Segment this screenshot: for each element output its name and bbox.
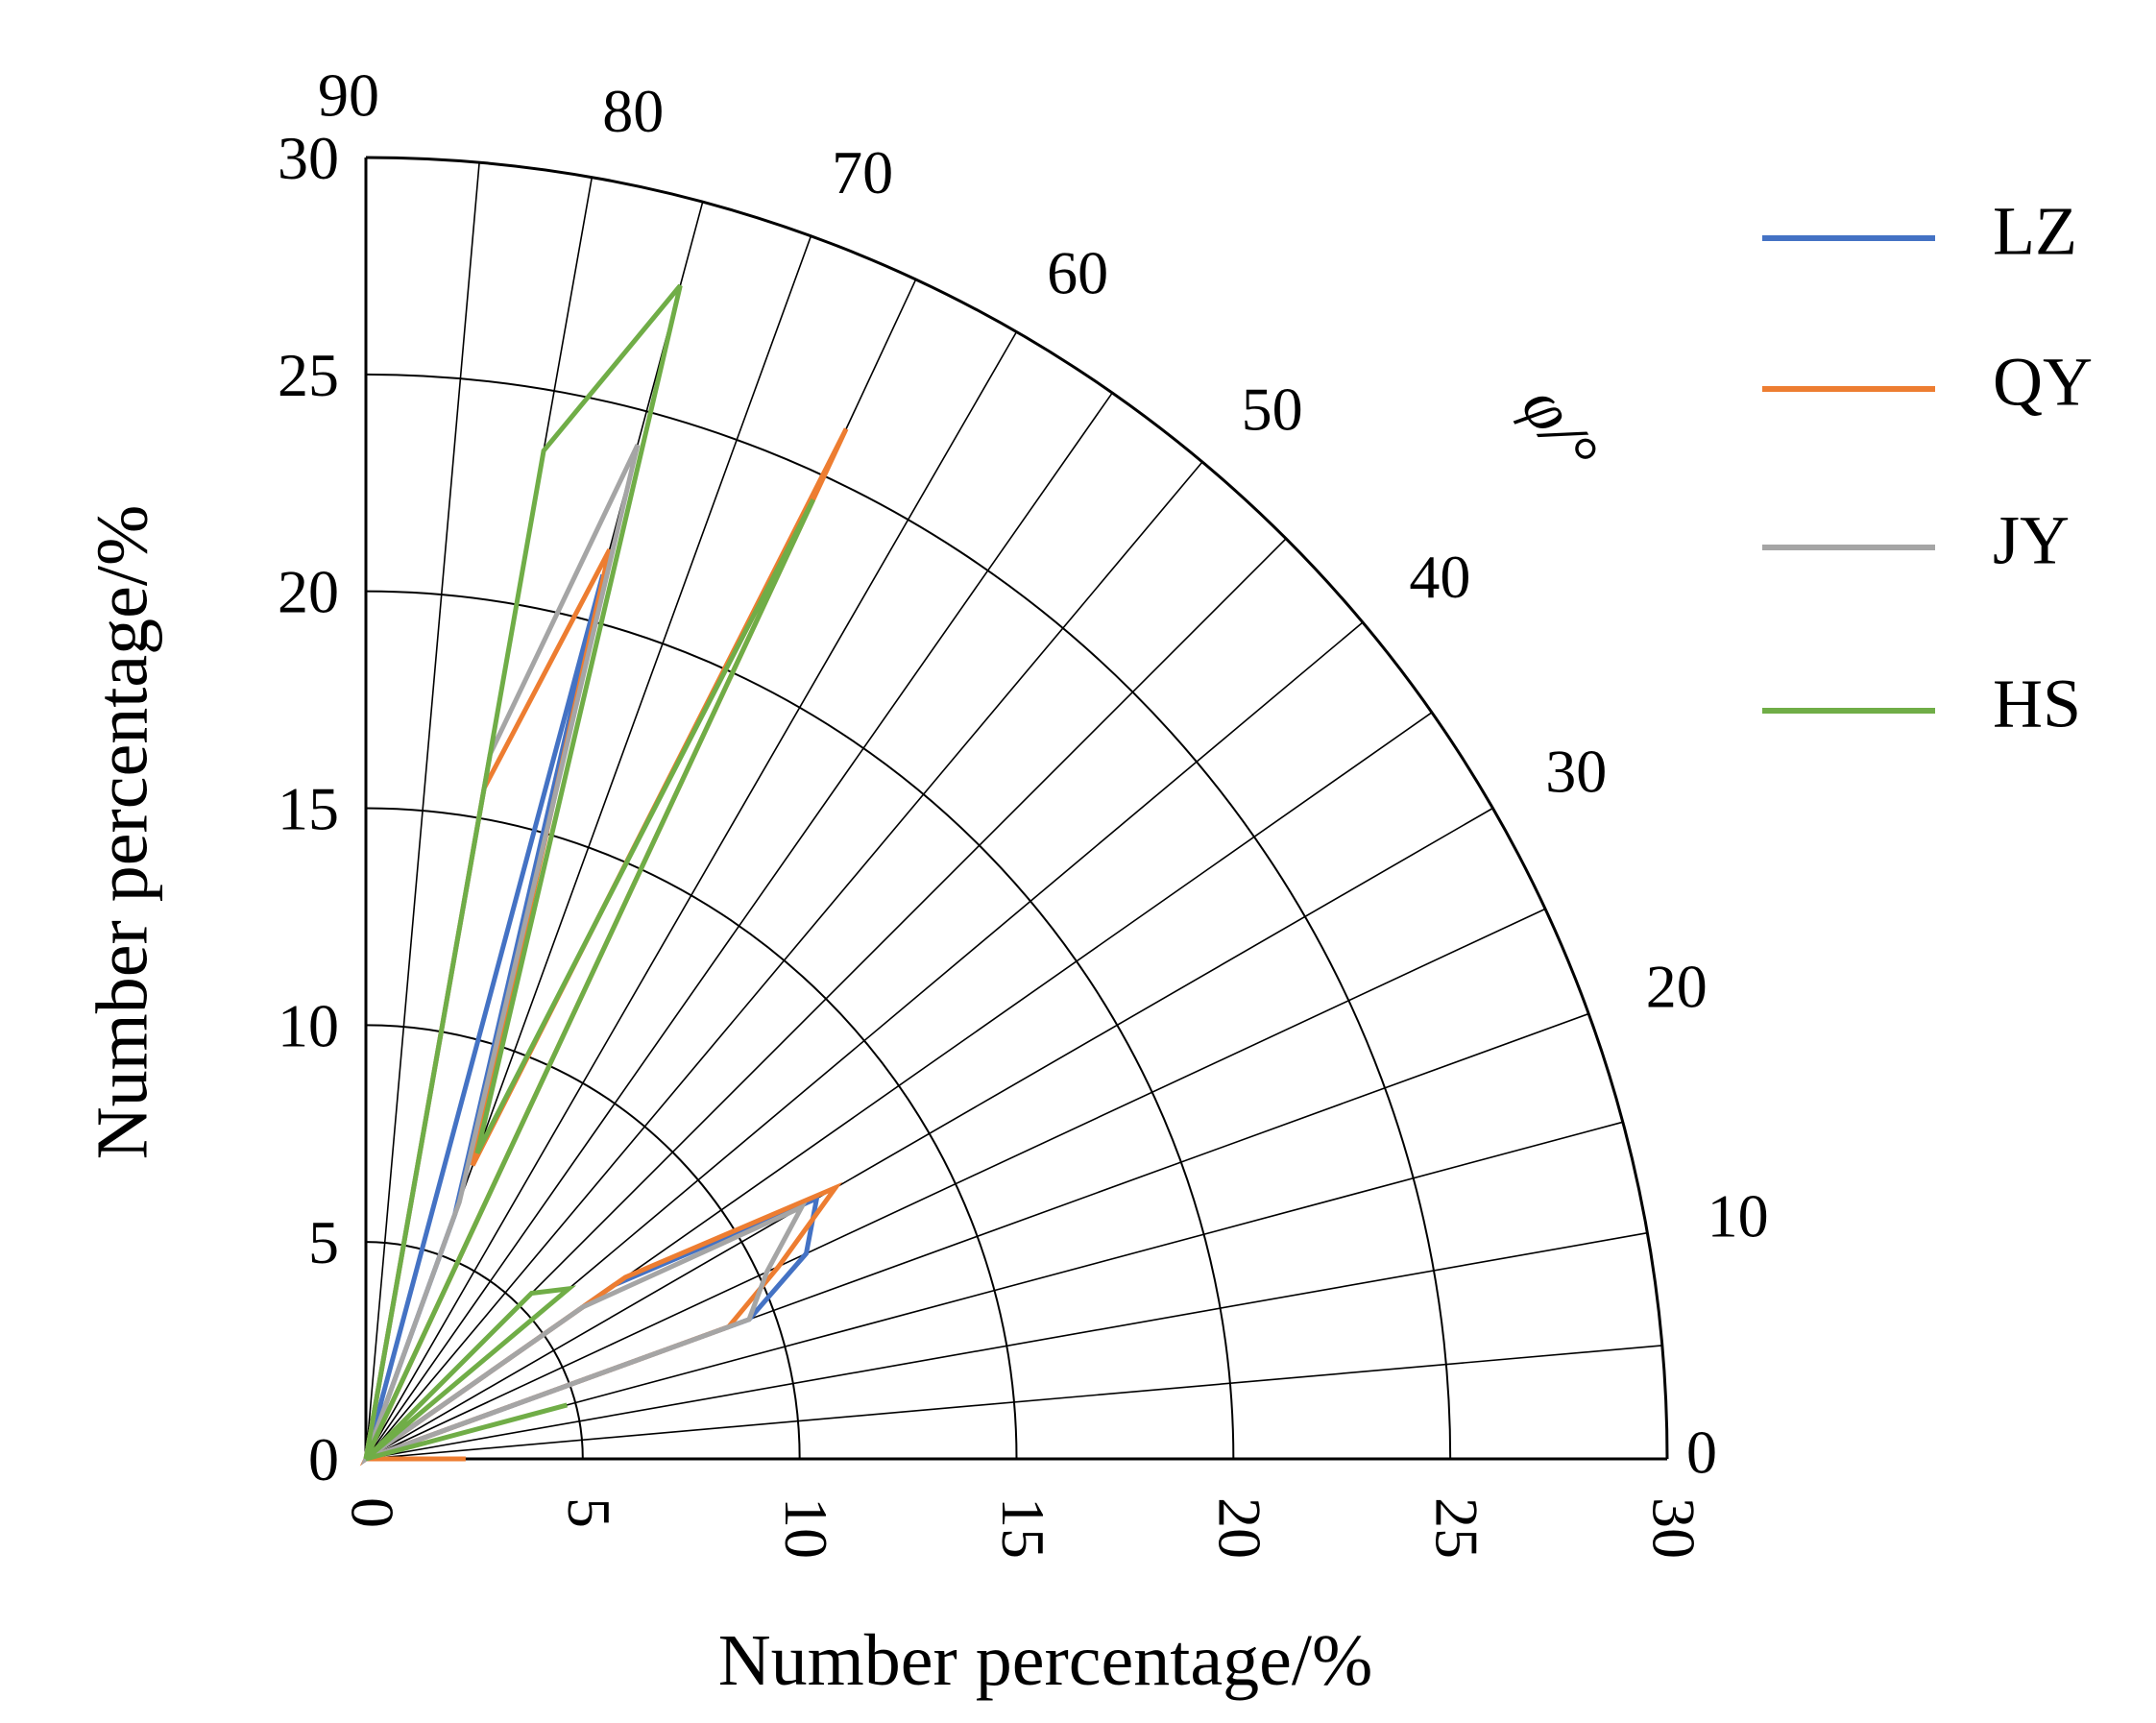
grid-spoke-60	[365, 331, 1018, 1460]
angle-tick-label-0: 0	[1686, 1419, 1717, 1487]
y-tick-label-15: 15	[278, 775, 339, 843]
series-lines	[359, 283, 849, 1467]
legend-label-jy: JY	[1993, 502, 2070, 579]
legend-label-hs: HS	[1993, 666, 2081, 742]
y-tick-label-5: 5	[308, 1208, 339, 1276]
series-lz-line	[360, 573, 820, 1466]
angle-tick-label-90: 90	[318, 61, 379, 130]
y-tick-label-25: 25	[278, 341, 339, 409]
angle-tick-label-10: 10	[1708, 1181, 1769, 1250]
series-jy-line	[360, 444, 808, 1466]
x-tick-label-20: 20	[1206, 1497, 1274, 1559]
grid-spoke-5	[365, 1345, 1662, 1460]
angle-tick-label-40: 40	[1409, 543, 1470, 611]
angle-axis-title: φ/°	[1507, 375, 1612, 483]
angle-tick-label-20: 20	[1646, 953, 1708, 1021]
grid-spoke-55	[365, 392, 1113, 1460]
x-tick-label-10: 10	[772, 1497, 840, 1559]
x-tick-label-30: 30	[1639, 1497, 1708, 1559]
angle-tick-label-50: 50	[1242, 375, 1303, 443]
tick-labels: 0 5 10 15 20 25 30 0 5 10 15 20 25 30 0 10 20 30 40 50 60 70 8…	[82, 61, 1768, 1701]
grid-spoke-25	[365, 908, 1546, 1460]
x-tick-label-0: 0	[338, 1497, 406, 1528]
legend-label-lz: LZ	[1993, 193, 2077, 270]
grid-spoke-85	[365, 162, 480, 1460]
x-axis-title: Number percentage/%	[718, 1620, 1373, 1701]
grid-spoke-30	[365, 807, 1493, 1460]
x-tick-label-25: 25	[1422, 1497, 1490, 1559]
y-tick-label-0: 0	[308, 1425, 339, 1493]
x-tick-label-5: 5	[555, 1497, 623, 1528]
angle-tick-label-70: 70	[832, 138, 893, 206]
x-tick-label-15: 15	[989, 1497, 1057, 1559]
grid-spoke-50	[365, 461, 1203, 1460]
grid-spoke-15	[365, 1121, 1624, 1460]
angle-tick-label-30: 30	[1545, 738, 1607, 806]
grid	[364, 156, 1669, 1461]
angle-tick-label-60: 60	[1047, 238, 1108, 306]
y-tick-label-20: 20	[278, 558, 339, 626]
y-tick-label-10: 10	[278, 991, 339, 1059]
grid-spoke-10	[365, 1231, 1648, 1460]
legend: LZ QY JY HS	[1762, 193, 2093, 742]
legend-label-qy: QY	[1993, 344, 2093, 421]
angle-tick-label-80: 80	[602, 77, 664, 145]
y-tick-label-30: 30	[278, 124, 339, 192]
series-hs-line	[363, 283, 816, 1462]
y-axis-title: Number percentage/%	[82, 505, 162, 1160]
